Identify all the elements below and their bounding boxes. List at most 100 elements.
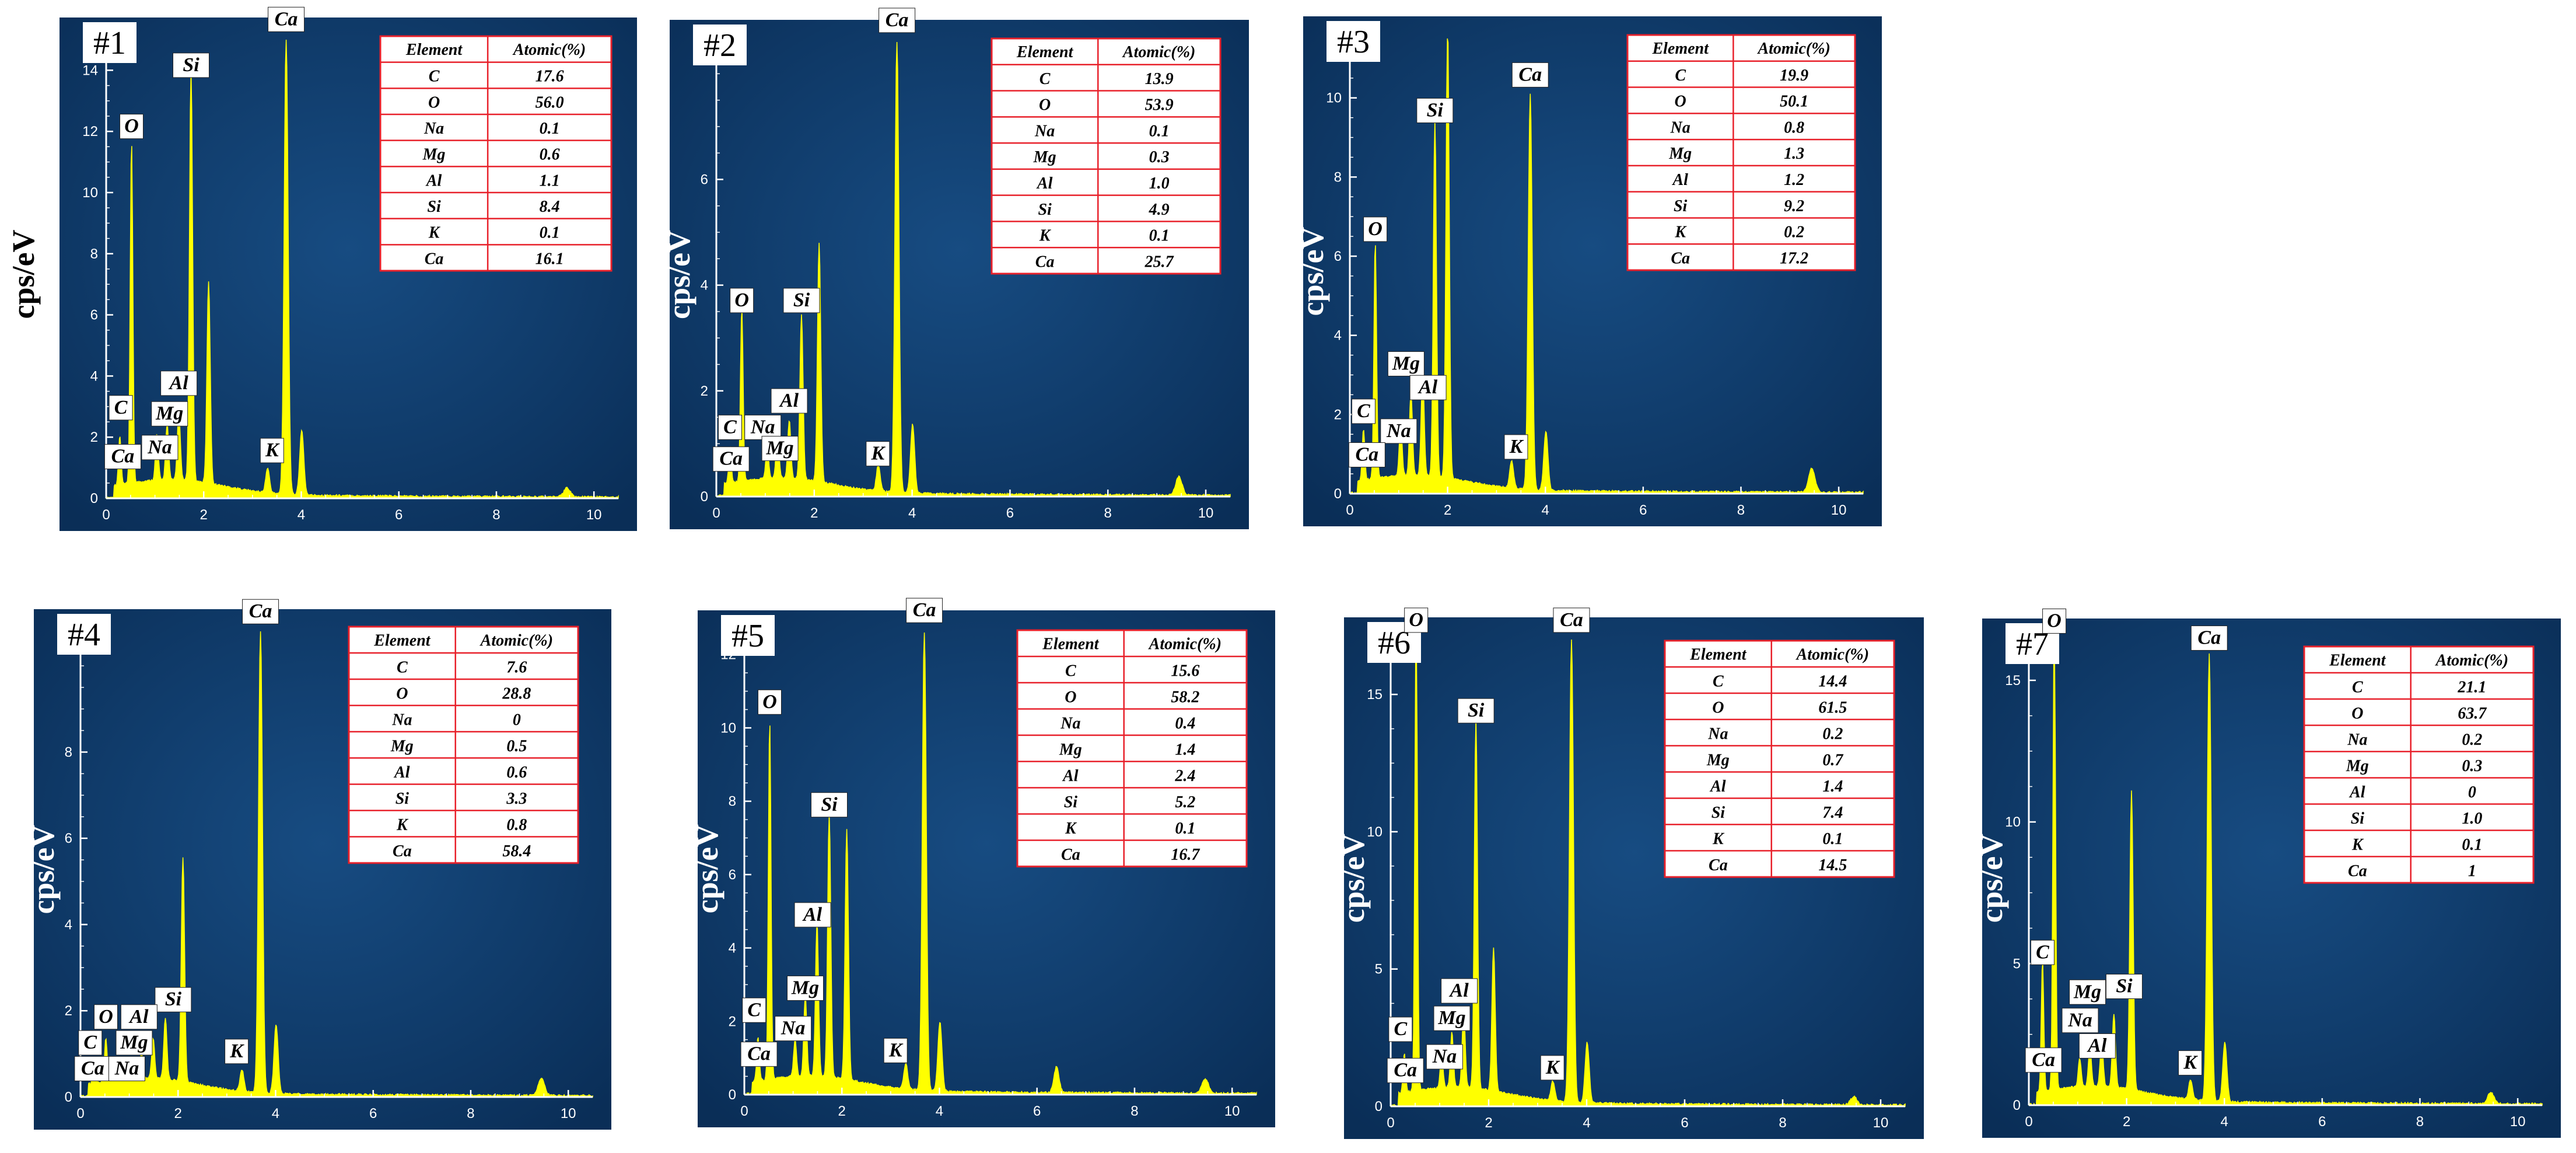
peak-label-na: Na	[142, 435, 178, 460]
table-cell-atomic: 0.8	[1784, 118, 1804, 137]
table-header-atomic: Atomic(%)	[480, 631, 553, 649]
peak-label-al: Al	[794, 903, 831, 927]
composition-table: Element Atomic(%) C 21.1 O 63.7 Na 0.2 Mg 0.3 Al 0 S…	[2304, 647, 2533, 883]
table-cell-atomic: 8.4	[540, 198, 560, 216]
table-cell-element: K	[1039, 227, 1052, 245]
table-cell-element: Al	[425, 172, 442, 190]
table-cell-atomic: 0.5	[506, 737, 527, 755]
y-tick-label: 2	[729, 1014, 736, 1029]
panel-label-box: #1	[83, 22, 136, 63]
table-cell-element: Ca	[425, 250, 444, 268]
x-tick-label: 0	[2025, 1114, 2032, 1130]
x-tick-label: 2	[838, 1103, 846, 1119]
eds-panel-3: 0 2 4 6 8 100246810cps/eV#3CaSiOMgAlCNaCa KEle…	[1295, 16, 1882, 526]
peak-label-c: C	[79, 1030, 102, 1055]
peak-label-text: O	[762, 691, 777, 712]
y-axis-label: cps/eV	[26, 825, 61, 914]
y-axis-label: cps/eV	[662, 230, 696, 319]
table-cell-element: Ca	[1061, 845, 1080, 864]
y-tick-label: 15	[2005, 673, 2021, 689]
table-cell-element: K	[1712, 830, 1725, 848]
table-cell-element: O	[396, 684, 408, 703]
x-tick-label: 0	[76, 1106, 84, 1121]
x-tick-label: 2	[200, 507, 208, 523]
peak-label-na: Na	[775, 1016, 811, 1041]
peak-label-si: Si	[2106, 974, 2142, 999]
peak-label-text: Si	[165, 988, 182, 1010]
table-cell-element: K	[396, 816, 409, 834]
peak-label-text: C	[2036, 941, 2049, 963]
x-tick-label: 10	[1198, 505, 1214, 521]
table-cell-atomic: 0.2	[1822, 725, 1843, 743]
table-header-atomic: Atomic(%)	[1796, 645, 1869, 663]
peak-label-text: C	[1357, 400, 1370, 422]
table-cell-atomic: 1.4	[1175, 740, 1195, 759]
table-cell-element: O	[1039, 96, 1051, 114]
peak-label-text: Ca	[1355, 444, 1378, 466]
peak-label-o: O	[120, 114, 143, 139]
peak-label-c: C	[2031, 940, 2054, 965]
y-tick-label: 0	[2013, 1098, 2021, 1113]
table-cell-element: C	[397, 658, 408, 676]
peak-label-text: Al	[802, 904, 822, 925]
peak-label-text: O	[1409, 609, 1423, 631]
peak-label-text: Mg	[765, 438, 793, 459]
table-cell-atomic: 0.2	[2462, 731, 2482, 749]
peak-label-text: Si	[2116, 976, 2133, 997]
table-header-element: Element	[373, 631, 431, 649]
table-cell-atomic: 1.1	[540, 172, 560, 190]
table-frame	[1665, 641, 1894, 877]
table-cell-element: C	[1675, 67, 1686, 85]
table-cell-atomic: 0.1	[1175, 819, 1195, 837]
table-cell-atomic: 17.2	[1780, 249, 1808, 267]
peak-label-ca: Ca	[1349, 443, 1385, 467]
table-cell-atomic: 1.2	[1784, 171, 1804, 189]
table-frame	[1628, 35, 1855, 270]
peak-label-text: Ca	[81, 1057, 104, 1079]
peak-label-al: Al	[771, 389, 807, 413]
peak-label-na: Na	[745, 415, 781, 439]
table-cell-element: Si	[396, 789, 410, 808]
x-tick-label: 0	[1387, 1115, 1394, 1131]
y-tick-label: 0	[90, 491, 98, 506]
x-tick-label: 2	[2123, 1114, 2130, 1130]
peak-label-al: Al	[161, 371, 197, 396]
table-cell-element: K	[1065, 819, 1077, 837]
peak-label-text: Mg	[1392, 353, 1420, 375]
peak-label-k: K	[1504, 435, 1528, 459]
table-cell-element: K	[2351, 836, 2364, 854]
peak-label-ca: Ca	[879, 8, 915, 33]
table-cell-element: Si	[1712, 803, 1726, 822]
y-tick-label: 10	[1326, 90, 1342, 106]
peak-label-c: C	[743, 998, 766, 1022]
table-header-atomic: Atomic(%)	[1148, 635, 1222, 653]
table-cell-element: Si	[2351, 809, 2365, 827]
peak-label-o: O	[730, 288, 754, 313]
table-header-element: Element	[1689, 645, 1747, 663]
eds-panel-6: 0 2 4 6 8 10051015cps/eV#6O CaSiAlMgCNaCa KElem…	[1336, 608, 1924, 1139]
table-cell-element: Al	[393, 763, 410, 781]
peak-label-text: C	[83, 1032, 97, 1053]
table-cell-atomic: 0.6	[506, 763, 527, 781]
peak-label-text: Al	[2087, 1035, 2107, 1056]
table-header-element: Element	[1016, 43, 1074, 61]
x-tick-label: 0	[740, 1103, 748, 1119]
peak-label-ca: Ca	[1553, 608, 1590, 633]
peak-label-ca: Ca	[1387, 1058, 1423, 1083]
x-tick-label: 10	[561, 1106, 576, 1121]
table-cell-element: Si	[1064, 793, 1078, 811]
y-axis-label: cps/eV	[6, 230, 41, 319]
peak-label-text: Na	[1386, 420, 1411, 442]
x-tick-label: 2	[1485, 1115, 1492, 1131]
peak-label-text: Ca	[249, 600, 272, 622]
table-cell-atomic: 7.4	[1822, 803, 1843, 822]
peak-label-text: Na	[750, 416, 775, 438]
peak-label-text: Ca	[111, 446, 135, 467]
table-cell-element: Mg	[1059, 740, 1082, 759]
peak-label-mg: Mg	[116, 1030, 152, 1055]
table-cell-element: C	[2352, 678, 2363, 696]
y-tick-label: 6	[65, 831, 72, 847]
y-tick-label: 4	[90, 368, 98, 384]
peak-label-k: K	[225, 1039, 249, 1064]
